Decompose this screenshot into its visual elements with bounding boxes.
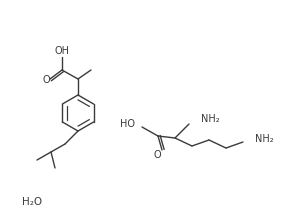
Text: O: O bbox=[42, 75, 50, 85]
Text: OH: OH bbox=[55, 46, 69, 56]
Text: H₂O: H₂O bbox=[22, 197, 42, 207]
Text: NH₂: NH₂ bbox=[255, 134, 274, 144]
Text: HO: HO bbox=[120, 119, 135, 129]
Text: O: O bbox=[153, 150, 161, 160]
Text: NH₂: NH₂ bbox=[201, 114, 220, 124]
